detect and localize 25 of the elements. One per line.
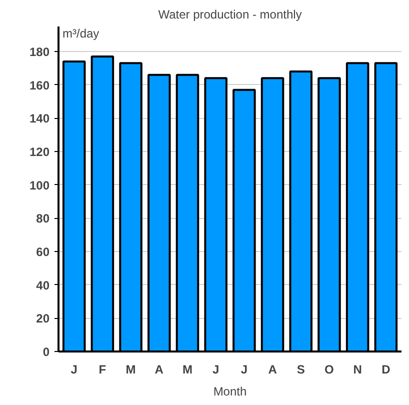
x-tick-label: F — [98, 362, 106, 376]
x-tick-label: N — [353, 362, 362, 376]
x-tick-label: A — [268, 362, 278, 376]
y-axis-title: m³/day — [62, 26, 100, 40]
y-tick-label: 80 — [36, 212, 50, 226]
x-tick-label: O — [324, 362, 334, 376]
x-tick-label: A — [154, 362, 164, 376]
y-tick-label: 0 — [42, 345, 50, 359]
x-tick-label: M — [126, 362, 136, 376]
chart-title: Water production - monthly — [158, 8, 302, 22]
y-tick-label: 20 — [36, 312, 50, 326]
y-tick-label: 60 — [36, 245, 50, 259]
x-tick-label: S — [296, 362, 305, 376]
x-tick-label: J — [70, 362, 78, 376]
y-tick-label: 100 — [29, 178, 50, 192]
x-tick-label: J — [212, 362, 220, 376]
y-tick-label: 40 — [36, 278, 50, 292]
x-tick-label: D — [382, 362, 391, 376]
x-tick-label: M — [182, 362, 192, 376]
y-tick-label: 180 — [29, 45, 50, 59]
y-tick-label: 140 — [29, 112, 50, 126]
x-tick-label: J — [240, 362, 248, 376]
y-tick-label: 160 — [29, 78, 50, 92]
y-tick-label: 120 — [29, 145, 50, 159]
x-axis-title: Month — [213, 384, 247, 398]
